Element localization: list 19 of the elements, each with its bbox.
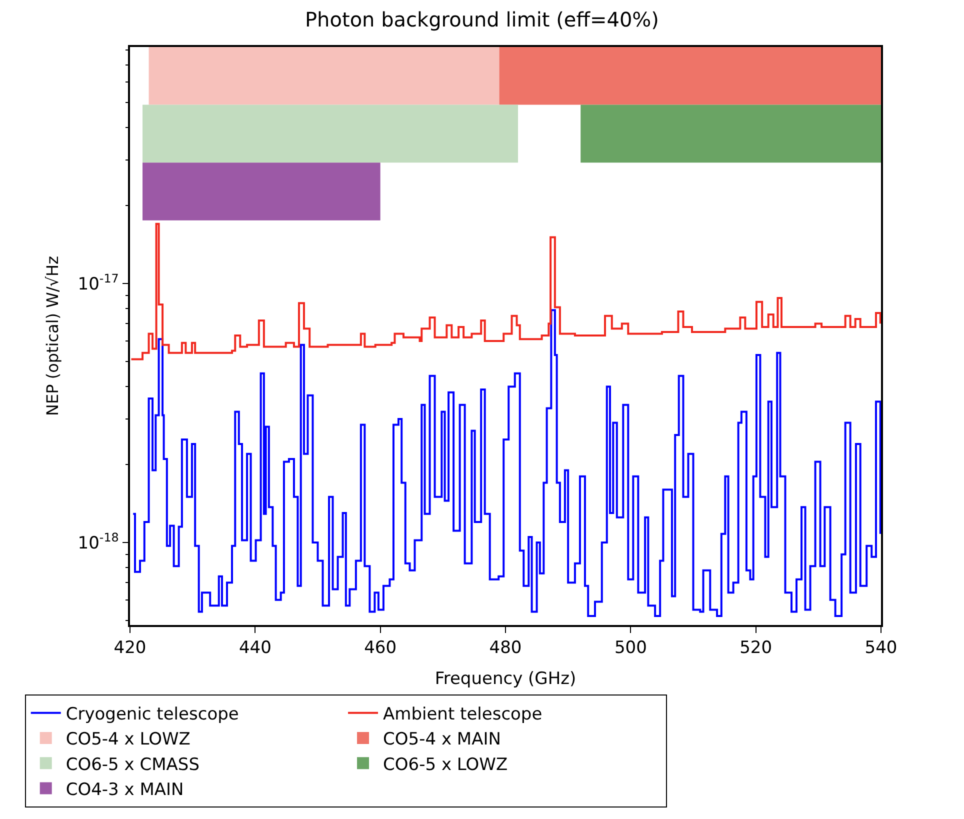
x-tick-label: 520 (740, 638, 772, 658)
legend-label: Ambient telescope (383, 704, 542, 725)
legend-label: CO5-4 x LOWZ (66, 730, 190, 750)
legend-label: CO6-5 x LOWZ (383, 754, 508, 775)
chart-title: Photon background limit (eff=40%) (305, 7, 659, 32)
x-axis-title: Frequency (GHz) (434, 669, 576, 690)
legend-label: Cryogenic telescope (66, 704, 239, 725)
x-tick-label: 420 (114, 638, 146, 658)
x-tick-label: 540 (864, 638, 898, 658)
y-tick-label: 10$^{-18}$ (78, 530, 119, 554)
x-tick-label: 440 (238, 638, 272, 658)
x-tick-label: 480 (489, 638, 522, 658)
x-tick-label: 460 (364, 638, 397, 658)
y-tick-label: 10$^{-17}$ (78, 271, 119, 295)
y-axis-title: NEP (optical) W/√Hz (43, 256, 62, 416)
x-tick-label: 500 (614, 638, 647, 658)
legend-label: CO5-4 x MAIN (383, 730, 501, 750)
legend-label: CO4-3 x MAIN (66, 780, 184, 800)
legend-label: CO6-5 x CMASS (66, 754, 200, 775)
